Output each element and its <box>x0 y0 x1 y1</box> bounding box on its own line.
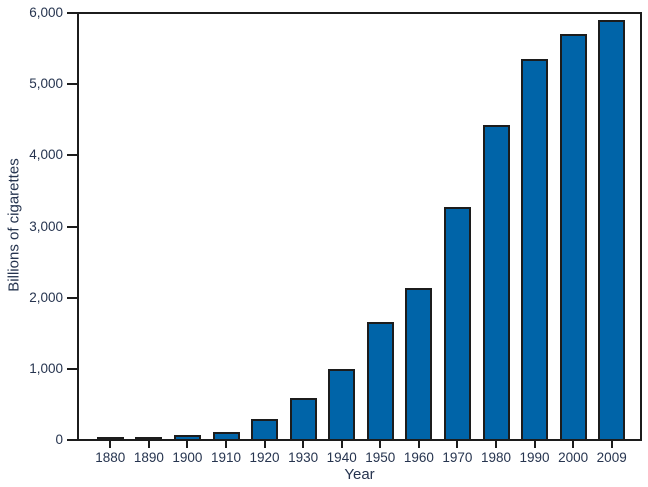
bar-slot-1920 <box>245 14 284 439</box>
x-tick-label-1880: 1880 <box>95 450 126 465</box>
bar-slot-1980 <box>477 14 516 439</box>
bar-slot-1930 <box>284 14 323 439</box>
bar-slot-1970 <box>438 14 477 439</box>
x-tick-1980 <box>495 441 497 448</box>
y-tick-0 <box>67 439 77 441</box>
bar-1940 <box>328 368 356 439</box>
x-tick-label-1920: 1920 <box>249 450 280 465</box>
x-tick-label-1990: 1990 <box>519 450 550 465</box>
bar-1900 <box>173 435 201 439</box>
bar-1980 <box>482 124 510 439</box>
x-tick-2009 <box>610 441 613 448</box>
x-tick-1930 <box>302 441 305 448</box>
x-tick-label-1960: 1960 <box>403 450 434 465</box>
bar-1920 <box>251 419 279 439</box>
x-tick-label-1970: 1970 <box>442 450 473 465</box>
bar-1990 <box>521 59 549 439</box>
bar-slot-1880 <box>91 14 130 439</box>
bar-slot-1890 <box>130 14 169 439</box>
x-tick-label-1910: 1910 <box>210 450 242 465</box>
plot-area <box>77 12 642 441</box>
y-tick-1,000 <box>67 367 77 370</box>
x-tick-1970 <box>456 441 459 448</box>
y-tick-label-5,000: 5,000 <box>29 76 63 92</box>
x-tick-label-1900: 1900 <box>172 450 203 465</box>
y-tick-4,000 <box>67 154 77 157</box>
bar-slot-2009 <box>593 14 632 439</box>
y-tick-label-3,000: 3,000 <box>29 218 63 234</box>
bar-1950 <box>366 322 394 439</box>
bar-1930 <box>289 397 317 439</box>
x-tick-label-1930: 1930 <box>288 450 319 465</box>
x-tick-label-1940: 1940 <box>326 450 357 465</box>
x-tick-1960 <box>417 441 420 448</box>
x-tick-1900 <box>186 441 189 448</box>
y-tick-6,000 <box>67 12 77 14</box>
bar-1890 <box>135 437 163 439</box>
x-tick-1910 <box>225 441 227 448</box>
bar-slot-1990 <box>515 14 554 439</box>
y-tick-label-0: 0 <box>55 432 63 447</box>
bar-slot-1900 <box>168 14 207 439</box>
x-tick-label-1980: 1980 <box>480 450 512 465</box>
y-tick-label-6,000: 6,000 <box>29 5 63 20</box>
x-tick-1920 <box>263 441 266 448</box>
y-tick-label-4,000: 4,000 <box>29 147 63 163</box>
bar-slot-1950 <box>361 14 400 439</box>
y-tick-2,000 <box>67 296 77 299</box>
y-tick-label-2,000: 2,000 <box>29 289 63 305</box>
x-tick-1890 <box>147 441 150 448</box>
bar-slot-1960 <box>400 14 439 439</box>
bar-1910 <box>212 431 240 439</box>
y-tick-3,000 <box>67 225 77 228</box>
bar-2009 <box>598 20 626 439</box>
bar-slot-2000 <box>554 14 593 439</box>
x-axis-title: Year <box>344 466 375 483</box>
bar-1960 <box>405 288 433 439</box>
x-tick-label-2009: 2009 <box>596 450 627 465</box>
bars-layer <box>79 14 640 439</box>
bar-1880 <box>96 437 124 439</box>
x-tick-1990 <box>533 441 536 448</box>
bar-slot-1940 <box>322 14 361 439</box>
x-tick-1950 <box>379 441 382 448</box>
x-tick-2000 <box>572 441 575 448</box>
x-tick-label-2000: 2000 <box>558 450 589 465</box>
y-tick-5,000 <box>67 83 77 86</box>
x-tick-1940 <box>340 441 343 448</box>
bar-slot-1910 <box>207 14 246 439</box>
x-tick-label-1950: 1950 <box>365 450 396 465</box>
x-tick-1880 <box>109 441 112 448</box>
bar-1970 <box>443 206 471 439</box>
x-tick-label-1890: 1890 <box>133 450 164 465</box>
bar-2000 <box>559 34 587 439</box>
y-tick-label-1,000: 1,000 <box>29 360 63 376</box>
